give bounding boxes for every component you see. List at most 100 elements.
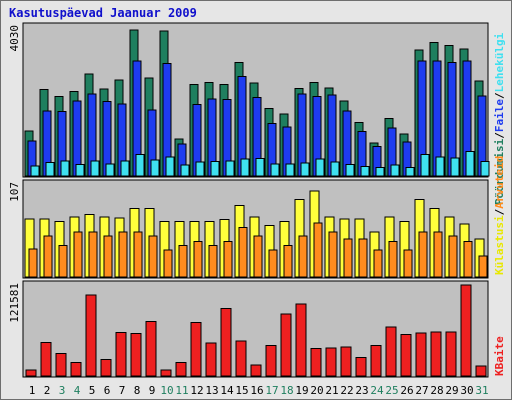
legend-top-part-3: / xyxy=(493,92,506,99)
legend-top-part-4: Lehekülgi xyxy=(493,32,506,92)
kbytes-bar-4 xyxy=(70,362,82,377)
files-bar-6 xyxy=(105,163,115,177)
x-axis-label-6: 6 xyxy=(104,384,111,397)
files-bar-27 xyxy=(420,153,430,177)
files-bar-31 xyxy=(480,161,490,177)
x-axis-label-17: 17 xyxy=(265,384,278,397)
kbytes-bar-26 xyxy=(400,333,412,377)
x-axis-label-25: 25 xyxy=(385,384,398,397)
files-bar-23 xyxy=(360,166,370,177)
x-axis-label-1: 1 xyxy=(29,384,36,397)
x-axis-label-7: 7 xyxy=(119,384,126,397)
x-axis-label-9: 9 xyxy=(149,384,156,397)
hosts-bar-3 xyxy=(58,245,68,278)
files-bar-30 xyxy=(465,150,475,177)
x-axis-label-23: 23 xyxy=(355,384,368,397)
x-axis-label-24: 24 xyxy=(370,384,384,397)
hosts-bar-6 xyxy=(103,235,113,278)
kbytes-bar-18 xyxy=(280,313,292,377)
hosts-bar-12 xyxy=(193,240,203,278)
kbytes-bar-21 xyxy=(325,347,337,377)
files-bar-15 xyxy=(240,158,250,177)
x-axis-label-4: 4 xyxy=(74,384,81,397)
hosts-bar-7 xyxy=(118,231,128,278)
x-axis-label-18: 18 xyxy=(280,384,293,397)
files-bar-20 xyxy=(315,158,325,177)
x-axis-label-5: 5 xyxy=(89,384,96,397)
files-bar-2 xyxy=(45,162,55,177)
hosts-bar-5 xyxy=(88,231,98,278)
hosts-bar-17 xyxy=(268,249,278,278)
kbytes-bar-6 xyxy=(100,359,112,377)
kbytes-bar-2 xyxy=(40,342,52,377)
x-axis-label-31: 31 xyxy=(475,384,488,397)
x-axis-label-27: 27 xyxy=(415,384,428,397)
x-axis-label-3: 3 xyxy=(59,384,66,397)
kbytes-bar-16 xyxy=(250,364,262,377)
x-axis-label-13: 13 xyxy=(205,384,218,397)
files-bar-19 xyxy=(300,162,310,177)
kbytes-bar-15 xyxy=(235,340,247,377)
kbytes-bar-8 xyxy=(130,333,142,377)
kbytes-bar-27 xyxy=(415,332,427,377)
kbytes-bar-3 xyxy=(55,353,67,377)
hosts-bar-13 xyxy=(208,245,218,278)
hosts-bar-16 xyxy=(253,235,263,278)
x-axis-label-19: 19 xyxy=(295,384,308,397)
kbytes-bar-14 xyxy=(220,308,232,377)
kbytes-bar-13 xyxy=(205,342,217,377)
files-bar-13 xyxy=(210,161,220,177)
x-axis-label-11: 11 xyxy=(175,384,188,397)
hosts-bar-26 xyxy=(403,249,413,278)
hosts-bar-15 xyxy=(238,226,248,278)
hosts-bar-29 xyxy=(448,235,458,278)
kbytes-bar-25 xyxy=(385,326,397,377)
files-bar-24 xyxy=(375,166,385,177)
x-axis-label-10: 10 xyxy=(160,384,173,397)
files-bar-21 xyxy=(330,161,340,177)
hosts-bar-27 xyxy=(418,231,428,278)
hosts-bar-11 xyxy=(178,245,188,278)
files-bar-4 xyxy=(75,163,85,177)
files-bar-14 xyxy=(225,160,235,177)
kbytes-bar-5 xyxy=(85,294,97,377)
x-axis-label-8: 8 xyxy=(134,384,141,397)
x-axis-label-2: 2 xyxy=(44,384,51,397)
hosts-bar-20 xyxy=(313,222,323,278)
files-bar-22 xyxy=(345,163,355,177)
kbytes-bar-9 xyxy=(145,320,157,377)
x-axis-label-30: 30 xyxy=(460,384,473,397)
hosts-bar-1 xyxy=(28,248,38,278)
legend-top-part-1: / xyxy=(493,132,506,139)
hosts-bar-24 xyxy=(373,249,383,278)
files-bar-11 xyxy=(180,164,190,177)
files-bar-10 xyxy=(165,156,175,177)
files-bar-7 xyxy=(120,160,130,177)
hosts-bar-4 xyxy=(73,231,83,278)
hosts-bar-2 xyxy=(43,235,53,278)
x-axis-label-28: 28 xyxy=(430,384,443,397)
hosts-bar-19 xyxy=(298,235,308,278)
files-bar-29 xyxy=(450,157,460,177)
legend-middle-part-1: / xyxy=(493,208,506,215)
hosts-bar-30 xyxy=(463,240,473,278)
legend-middle: Külastusi/Arvuteid xyxy=(493,156,506,275)
hosts-bar-23 xyxy=(358,238,368,278)
hosts-bar-22 xyxy=(343,238,353,278)
kbytes-bar-17 xyxy=(265,345,277,377)
legend-middle-part-2: Arvuteid xyxy=(493,156,506,209)
x-axis-label-26: 26 xyxy=(400,384,413,397)
kbytes-bar-30 xyxy=(460,284,472,377)
x-axis-label-21: 21 xyxy=(325,384,338,397)
kbytes-bar-12 xyxy=(190,321,202,377)
files-bar-18 xyxy=(285,163,295,177)
files-bar-1 xyxy=(30,165,40,177)
files-bar-9 xyxy=(150,159,160,177)
hosts-bar-14 xyxy=(223,240,233,278)
panel-middle-y-tick-label: 107 xyxy=(8,182,21,202)
files-bar-28 xyxy=(435,156,445,177)
kbytes-bar-7 xyxy=(115,332,127,377)
panel-top-y-tick-label: 4030 xyxy=(8,25,21,52)
kbytes-bar-22 xyxy=(340,346,352,377)
